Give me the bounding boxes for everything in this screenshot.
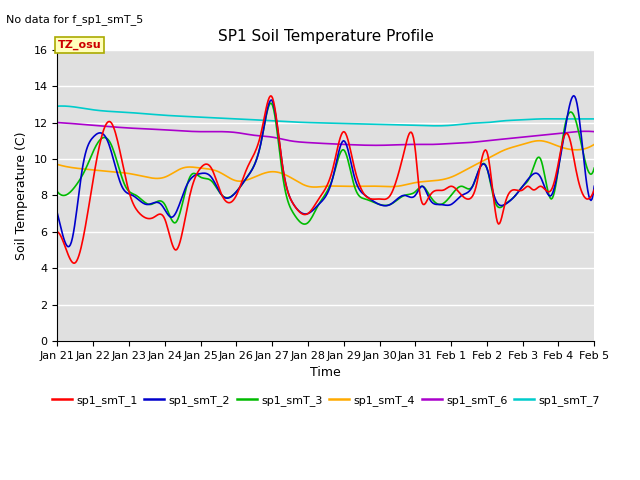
sp1_smT_3 (314, 203, 321, 209)
sp1_smT_2 (310, 207, 317, 213)
sp1_smT_3 (301, 221, 308, 227)
sp1_smT_3 (591, 165, 598, 171)
sp1_smT_4 (345, 183, 353, 189)
sp1_smT_3 (375, 202, 383, 207)
sp1_smT_1 (375, 196, 383, 202)
sp1_smT_3 (580, 151, 588, 157)
sp1_smT_2 (313, 204, 321, 209)
Y-axis label: Soil Temperature (C): Soil Temperature (C) (15, 131, 28, 260)
sp1_smT_6 (54, 120, 61, 125)
sp1_smT_1 (314, 198, 321, 204)
sp1_smT_1 (496, 221, 504, 227)
sp1_smT_6 (591, 129, 598, 134)
sp1_smT_4 (495, 150, 502, 156)
sp1_smT_6 (579, 129, 586, 134)
Line: sp1_smT_3: sp1_smT_3 (58, 103, 595, 224)
sp1_smT_6 (495, 137, 502, 143)
sp1_smT_7 (345, 121, 353, 127)
sp1_smT_1 (310, 203, 318, 208)
Title: SP1 Soil Temperature Profile: SP1 Soil Temperature Profile (218, 29, 434, 44)
sp1_smT_7 (374, 121, 382, 127)
Line: sp1_smT_2: sp1_smT_2 (58, 96, 595, 247)
sp1_smT_1 (267, 93, 275, 99)
sp1_smT_6 (374, 143, 382, 148)
sp1_smT_4 (308, 184, 316, 190)
sp1_smT_4 (580, 146, 588, 152)
sp1_smT_6 (372, 143, 380, 148)
sp1_smT_2 (374, 201, 382, 207)
sp1_smT_2 (495, 202, 502, 207)
X-axis label: Time: Time (310, 366, 341, 379)
Legend: sp1_smT_1, sp1_smT_2, sp1_smT_3, sp1_smT_4, sp1_smT_6, sp1_smT_7: sp1_smT_1, sp1_smT_2, sp1_smT_3, sp1_smT… (47, 390, 605, 410)
sp1_smT_7 (310, 120, 317, 126)
sp1_smT_7 (580, 116, 588, 122)
Line: sp1_smT_4: sp1_smT_4 (58, 141, 595, 187)
sp1_smT_3 (346, 166, 354, 171)
Line: sp1_smT_6: sp1_smT_6 (58, 122, 595, 145)
Line: sp1_smT_1: sp1_smT_1 (58, 96, 595, 263)
sp1_smT_3 (496, 204, 504, 210)
sp1_smT_6 (312, 140, 319, 146)
sp1_smT_4 (591, 142, 598, 147)
sp1_smT_1 (71, 260, 79, 266)
sp1_smT_7 (313, 120, 321, 126)
sp1_smT_1 (54, 229, 61, 235)
Text: No data for f_sp1_smT_5: No data for f_sp1_smT_5 (6, 14, 143, 25)
sp1_smT_2 (54, 211, 61, 216)
sp1_smT_4 (310, 184, 318, 190)
sp1_smT_7 (54, 103, 61, 109)
sp1_smT_7 (432, 123, 440, 129)
sp1_smT_7 (58, 103, 65, 109)
Text: TZ_osu: TZ_osu (58, 39, 101, 50)
sp1_smT_1 (580, 192, 588, 198)
sp1_smT_1 (346, 145, 354, 151)
sp1_smT_4 (54, 162, 61, 168)
sp1_smT_6 (344, 142, 352, 147)
sp1_smT_3 (54, 189, 61, 194)
sp1_smT_2 (580, 154, 588, 159)
sp1_smT_2 (591, 183, 598, 189)
Line: sp1_smT_7: sp1_smT_7 (58, 106, 595, 126)
sp1_smT_1 (591, 187, 598, 193)
sp1_smT_4 (374, 183, 382, 189)
sp1_smT_2 (570, 93, 578, 98)
sp1_smT_2 (65, 244, 72, 250)
sp1_smT_3 (267, 100, 275, 106)
sp1_smT_4 (536, 138, 543, 144)
sp1_smT_7 (496, 119, 504, 124)
sp1_smT_2 (345, 151, 353, 156)
sp1_smT_7 (591, 116, 598, 122)
sp1_smT_4 (313, 184, 321, 190)
sp1_smT_3 (310, 209, 318, 215)
sp1_smT_6 (308, 140, 316, 146)
